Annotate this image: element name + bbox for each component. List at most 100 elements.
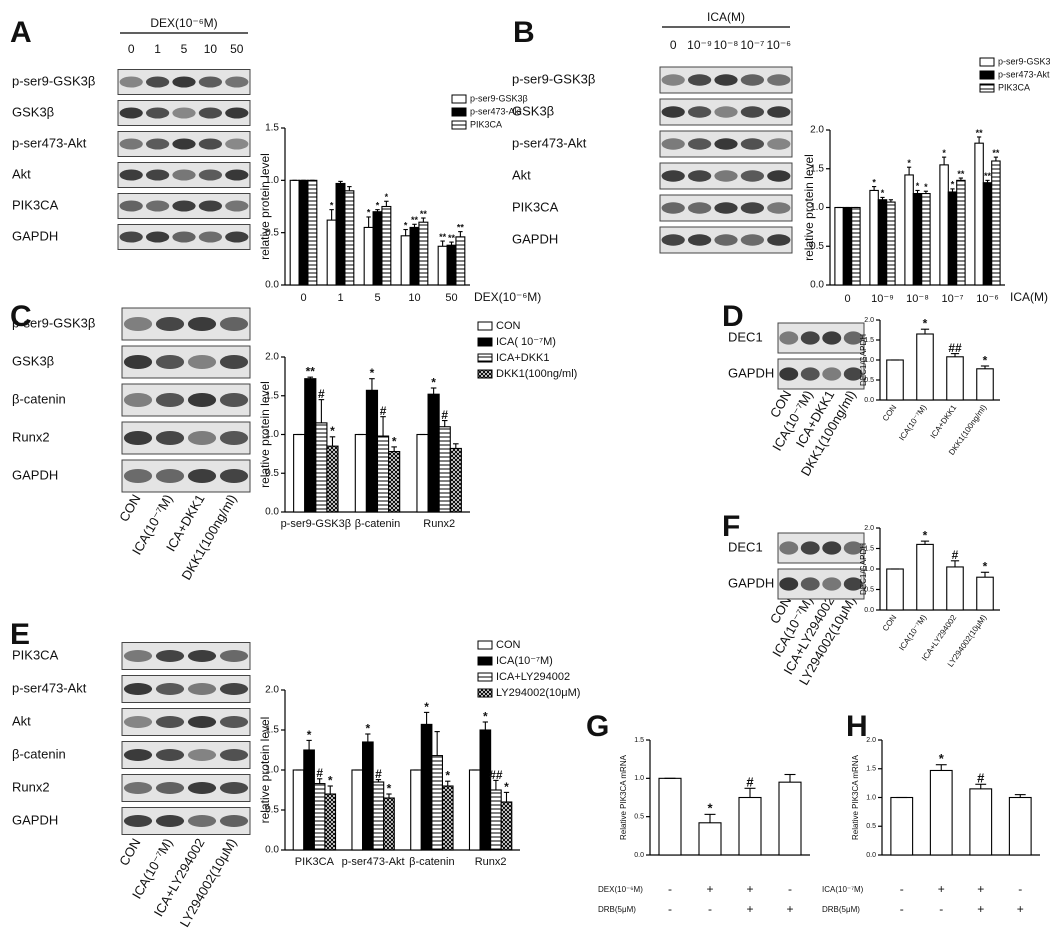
blot-band (779, 541, 799, 555)
condition-mark: - (788, 882, 792, 896)
blot-band (187, 468, 217, 484)
bar (365, 389, 379, 513)
blot-band (779, 577, 799, 591)
x-axis-label: DEX(10⁻⁶M) (474, 290, 541, 304)
blot-band (219, 316, 249, 332)
y-tick-label: 1.5 (265, 123, 279, 134)
lane-label: 5 (181, 42, 188, 56)
bar (303, 749, 315, 851)
condition-mark: + (977, 902, 984, 916)
bar (939, 164, 949, 286)
bar (400, 235, 411, 286)
blot-band (187, 316, 217, 332)
y-tick-label: 1.5 (864, 337, 874, 344)
blot-band (767, 106, 791, 118)
blot-band (123, 316, 153, 332)
significance: * (923, 317, 928, 331)
significance: * (387, 781, 392, 795)
condition-label: DRB(5μM) (598, 905, 636, 914)
blot-band (123, 650, 153, 662)
significance: * (939, 751, 945, 766)
bar (479, 729, 492, 851)
blot-band (198, 231, 223, 243)
bar (427, 393, 440, 513)
y-tick-label: 1.0 (265, 175, 279, 186)
blot-row-label: p-ser473-Akt (12, 680, 87, 695)
bar (324, 793, 337, 851)
blot-band (714, 106, 738, 118)
bar (441, 785, 454, 851)
y-tick-label: 1.0 (265, 429, 279, 440)
blot-band (687, 234, 712, 246)
blot-row-label: PIK3CA (12, 647, 59, 662)
significance: * (951, 180, 955, 190)
bar (388, 450, 401, 513)
x-tick-label: p-ser9-GSK3β (281, 518, 352, 530)
blot-band (119, 231, 143, 243)
blot-band (155, 316, 185, 332)
legend-swatch (477, 337, 493, 347)
blot-band (661, 202, 685, 214)
significance: * (942, 148, 946, 158)
blot-band (187, 716, 217, 728)
lane-label: 1 (154, 42, 161, 56)
blot-row-label: GAPDH (728, 575, 774, 590)
blot-band (198, 138, 223, 150)
y-tick-label: 0.5 (634, 814, 644, 821)
y-tick-label: 0.0 (265, 280, 279, 291)
blot-band (198, 200, 223, 212)
legend-label: CON (496, 639, 521, 651)
blot-band (767, 202, 791, 214)
blot-band (740, 138, 765, 150)
blot-band (198, 107, 223, 119)
x-tick-label: 50 (445, 292, 457, 304)
bar (982, 182, 993, 286)
legend-label: ICA+LY294002 (496, 671, 570, 683)
blot-band (155, 749, 185, 761)
blot-band (155, 650, 185, 662)
bar (307, 179, 318, 286)
blot-band (740, 202, 765, 214)
blot-band (145, 76, 170, 88)
bar (886, 568, 904, 611)
legend-label: DKK1(100ng/ml) (496, 368, 577, 380)
significance: * (881, 188, 885, 198)
legend-swatch (477, 688, 493, 698)
blot-band (219, 354, 249, 370)
y-axis-label: relative protein level (258, 153, 272, 260)
blot-band (119, 138, 143, 150)
blot-row-label: p-ser473-Akt (512, 135, 587, 150)
blot-band (198, 76, 223, 88)
legend-label: ICA( 10⁻⁷M) (496, 336, 556, 348)
y-tick-label: 1.5 (265, 725, 279, 736)
lane-label: 10⁻⁹ (687, 38, 712, 52)
y-tick-label: 2.0 (864, 317, 874, 324)
x-tick-label: Runx2 (423, 518, 455, 530)
bar (946, 566, 964, 611)
blot-band (767, 170, 791, 182)
blot-row-label: GAPDH (12, 228, 58, 243)
bar (420, 723, 433, 851)
blot-band (714, 74, 738, 86)
legend-swatch (477, 640, 493, 650)
significance: * (504, 780, 509, 794)
blot-row-label: GAPDH (512, 231, 558, 246)
significance: ** (992, 148, 1000, 158)
bar (890, 796, 914, 856)
blot-band (843, 541, 863, 555)
condition-mark: - (900, 902, 904, 916)
blot-band (714, 138, 738, 150)
blot-band (843, 577, 863, 591)
significance: * (445, 769, 450, 783)
blot-band (219, 468, 249, 484)
blot-band (219, 716, 249, 728)
legend-label: ICA(10⁻⁷M) (496, 655, 553, 667)
blot-row-label: PIK3CA (512, 199, 559, 214)
blot-header: DEX(10⁻⁶M) (150, 16, 217, 30)
blot-band (219, 782, 249, 794)
legend-swatch (477, 353, 493, 363)
blot-band (155, 683, 185, 695)
blot-row-label: p-ser9-GSK3β (512, 71, 595, 86)
blot-band (661, 170, 685, 182)
